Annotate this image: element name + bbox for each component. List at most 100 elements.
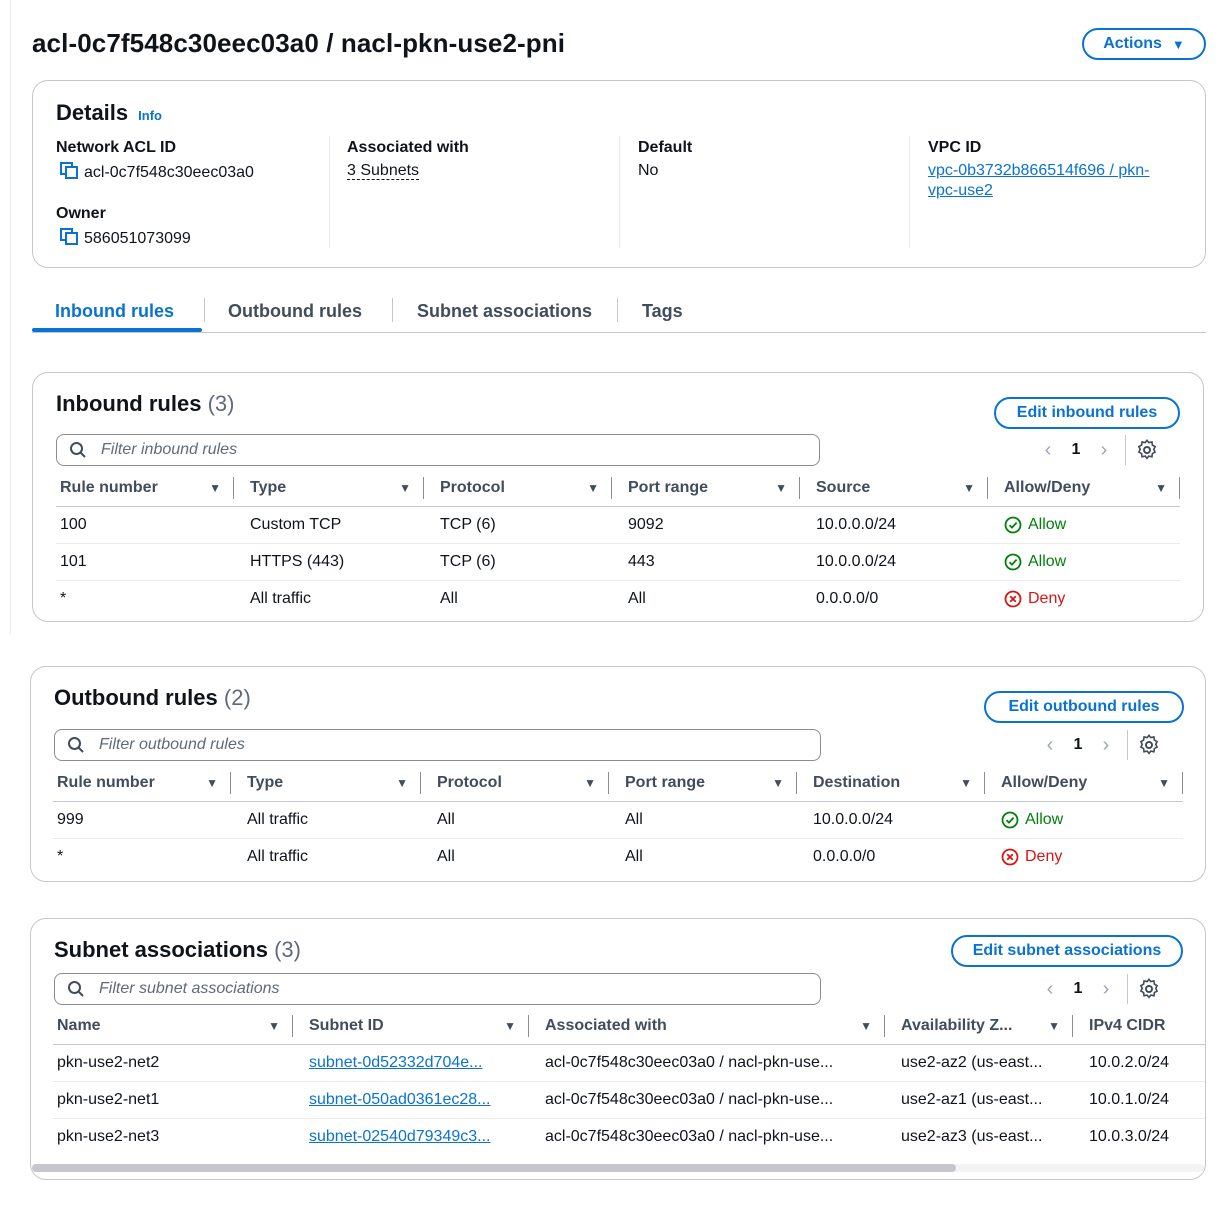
check-circle-icon xyxy=(1004,553,1022,571)
subnet-id-link[interactable]: subnet-050ad0361ec28... xyxy=(309,1091,491,1108)
search-icon xyxy=(67,736,85,754)
page-number[interactable]: 1 xyxy=(1071,441,1081,458)
sort-caret-icon[interactable]: ▼ xyxy=(963,481,975,495)
copy-icon[interactable] xyxy=(60,228,80,246)
column-resizer[interactable] xyxy=(984,772,985,794)
gear-icon[interactable] xyxy=(1138,978,1160,1000)
tab-inbound-rules[interactable]: Inbound rules xyxy=(55,300,174,321)
subnet-id-link[interactable]: subnet-0d52332d704e... xyxy=(309,1054,483,1071)
column-resizer[interactable] xyxy=(608,772,609,794)
sort-caret-icon[interactable]: ▼ xyxy=(206,776,218,790)
sort-caret-icon[interactable]: ▼ xyxy=(587,481,599,495)
table-header-row: Rule number ▼ Type ▼ Protocol ▼ Port range ▼… xyxy=(56,470,1180,507)
sort-caret-icon[interactable]: ▼ xyxy=(399,481,411,495)
column-header[interactable]: Subnet ID ▼ xyxy=(305,1008,541,1045)
column-resizer[interactable] xyxy=(1072,1015,1073,1037)
sort-caret-icon[interactable]: ▼ xyxy=(504,1019,516,1033)
chevron-right-icon[interactable]: › xyxy=(1100,438,1108,461)
sort-caret-icon[interactable]: ▼ xyxy=(209,481,221,495)
column-header[interactable]: Type ▼ xyxy=(246,470,436,507)
column-resizer[interactable] xyxy=(1179,477,1180,499)
column-divider xyxy=(619,136,620,248)
vpc-id-link[interactable]: vpc-0b3732b866514f696 / pkn- vpc-use2 xyxy=(928,162,1150,200)
column-resizer[interactable] xyxy=(292,1015,293,1037)
sort-caret-icon[interactable]: ▼ xyxy=(396,776,408,790)
info-link[interactable]: Info xyxy=(138,108,162,123)
chevron-right-icon[interactable]: › xyxy=(1102,733,1110,756)
column-header[interactable]: Source ▼ xyxy=(812,470,1000,507)
subnet-id-link[interactable]: subnet-02540d79349c3... xyxy=(309,1128,491,1145)
tab-outbound-rules[interactable]: Outbound rules xyxy=(228,300,362,321)
column-header[interactable]: Port range ▼ xyxy=(621,765,809,802)
edit-inbound-rules-button[interactable]: Edit inbound rules xyxy=(994,397,1180,429)
column-header[interactable]: IPv4 CIDR xyxy=(1085,1008,1205,1045)
filter-inbound-rules[interactable] xyxy=(56,434,820,466)
column-resizer[interactable] xyxy=(230,772,231,794)
inbound-rules-title: Inbound rules xyxy=(56,391,202,416)
column-header[interactable]: Allow/Deny ▼ xyxy=(997,765,1183,802)
sort-caret-icon[interactable]: ▼ xyxy=(960,776,972,790)
column-header[interactable]: Rule number ▼ xyxy=(53,765,243,802)
column-resizer[interactable] xyxy=(528,1015,529,1037)
filter-outbound-input[interactable] xyxy=(97,735,701,755)
inbound-rules-card: Inbound rules (3) Edit inbound rules ‹ 1… xyxy=(32,372,1204,622)
column-resizer[interactable] xyxy=(796,772,797,794)
page-number[interactable]: 1 xyxy=(1073,980,1083,997)
sort-caret-icon[interactable]: ▼ xyxy=(860,1019,872,1033)
column-header[interactable]: Allow/Deny ▼ xyxy=(1000,470,1180,507)
filter-subnet-associations[interactable] xyxy=(54,973,821,1005)
column-header[interactable]: Rule number ▼ xyxy=(56,470,246,507)
column-resizer[interactable] xyxy=(799,477,800,499)
edit-subnet-associations-button[interactable]: Edit subnet associations xyxy=(951,935,1183,967)
tab-divider xyxy=(617,298,618,322)
tab-subnet-associations[interactable]: Subnet associations xyxy=(417,300,593,321)
gear-icon[interactable] xyxy=(1138,734,1160,756)
column-resizer[interactable] xyxy=(884,1015,885,1037)
column-header[interactable]: Availability Z... ▼ xyxy=(897,1008,1085,1045)
actions-button[interactable]: Actions ▼ xyxy=(1082,28,1206,60)
copy-icon[interactable] xyxy=(60,162,80,180)
column-header[interactable]: Associated with ▼ xyxy=(541,1008,897,1045)
tab-tags[interactable]: Tags xyxy=(642,300,683,321)
sort-caret-icon[interactable]: ▼ xyxy=(1048,1019,1060,1033)
column-resizer[interactable] xyxy=(233,477,234,499)
column-header[interactable]: Protocol ▼ xyxy=(433,765,621,802)
column-label: Rule number xyxy=(57,774,155,791)
gear-icon[interactable] xyxy=(1136,439,1158,461)
table-cell: 0.0.0.0/0 xyxy=(816,590,879,607)
filter-outbound-rules[interactable] xyxy=(54,729,821,761)
column-header[interactable]: Destination ▼ xyxy=(809,765,997,802)
chevron-left-icon[interactable]: ‹ xyxy=(1044,438,1052,461)
sort-caret-icon[interactable]: ▼ xyxy=(775,481,787,495)
table-cell: 10.0.1.0/24 xyxy=(1085,1081,1205,1119)
vpc-id-line-1[interactable]: vpc-0b3732b866514f696 / pkn- xyxy=(928,162,1150,179)
sort-caret-icon[interactable]: ▼ xyxy=(1158,776,1170,790)
edit-outbound-rules-button[interactable]: Edit outbound rules xyxy=(984,691,1184,723)
horizontal-scrollbar[interactable] xyxy=(32,1164,1204,1172)
associated-with-value[interactable]: 3 Subnets xyxy=(347,162,420,180)
column-resizer[interactable] xyxy=(423,477,424,499)
filter-inbound-input[interactable] xyxy=(99,440,703,460)
chevron-left-icon[interactable]: ‹ xyxy=(1046,977,1054,1000)
sort-caret-icon[interactable]: ▼ xyxy=(268,1019,280,1033)
filter-subnet-input[interactable] xyxy=(97,979,701,999)
column-header[interactable]: Port range ▼ xyxy=(624,470,812,507)
column-header[interactable]: Protocol ▼ xyxy=(436,470,624,507)
column-header[interactable]: Type ▼ xyxy=(243,765,433,802)
column-resizer[interactable] xyxy=(1182,772,1183,794)
page-number[interactable]: 1 xyxy=(1073,736,1083,753)
scrollbar-thumb[interactable] xyxy=(32,1164,956,1172)
chevron-right-icon[interactable]: › xyxy=(1102,977,1110,1000)
column-divider xyxy=(909,136,910,248)
sort-caret-icon[interactable]: ▼ xyxy=(584,776,596,790)
associated-subnets-text[interactable]: 3 Subnets xyxy=(347,162,420,180)
owner-label: Owner xyxy=(56,205,106,222)
chevron-left-icon[interactable]: ‹ xyxy=(1046,733,1054,756)
column-resizer[interactable] xyxy=(987,477,988,499)
vpc-id-line-2[interactable]: vpc-use2 xyxy=(928,182,993,199)
sort-caret-icon[interactable]: ▼ xyxy=(1155,481,1167,495)
column-header[interactable]: Name ▼ xyxy=(53,1008,305,1045)
column-resizer[interactable] xyxy=(420,772,421,794)
column-resizer[interactable] xyxy=(611,477,612,499)
sort-caret-icon[interactable]: ▼ xyxy=(772,776,784,790)
